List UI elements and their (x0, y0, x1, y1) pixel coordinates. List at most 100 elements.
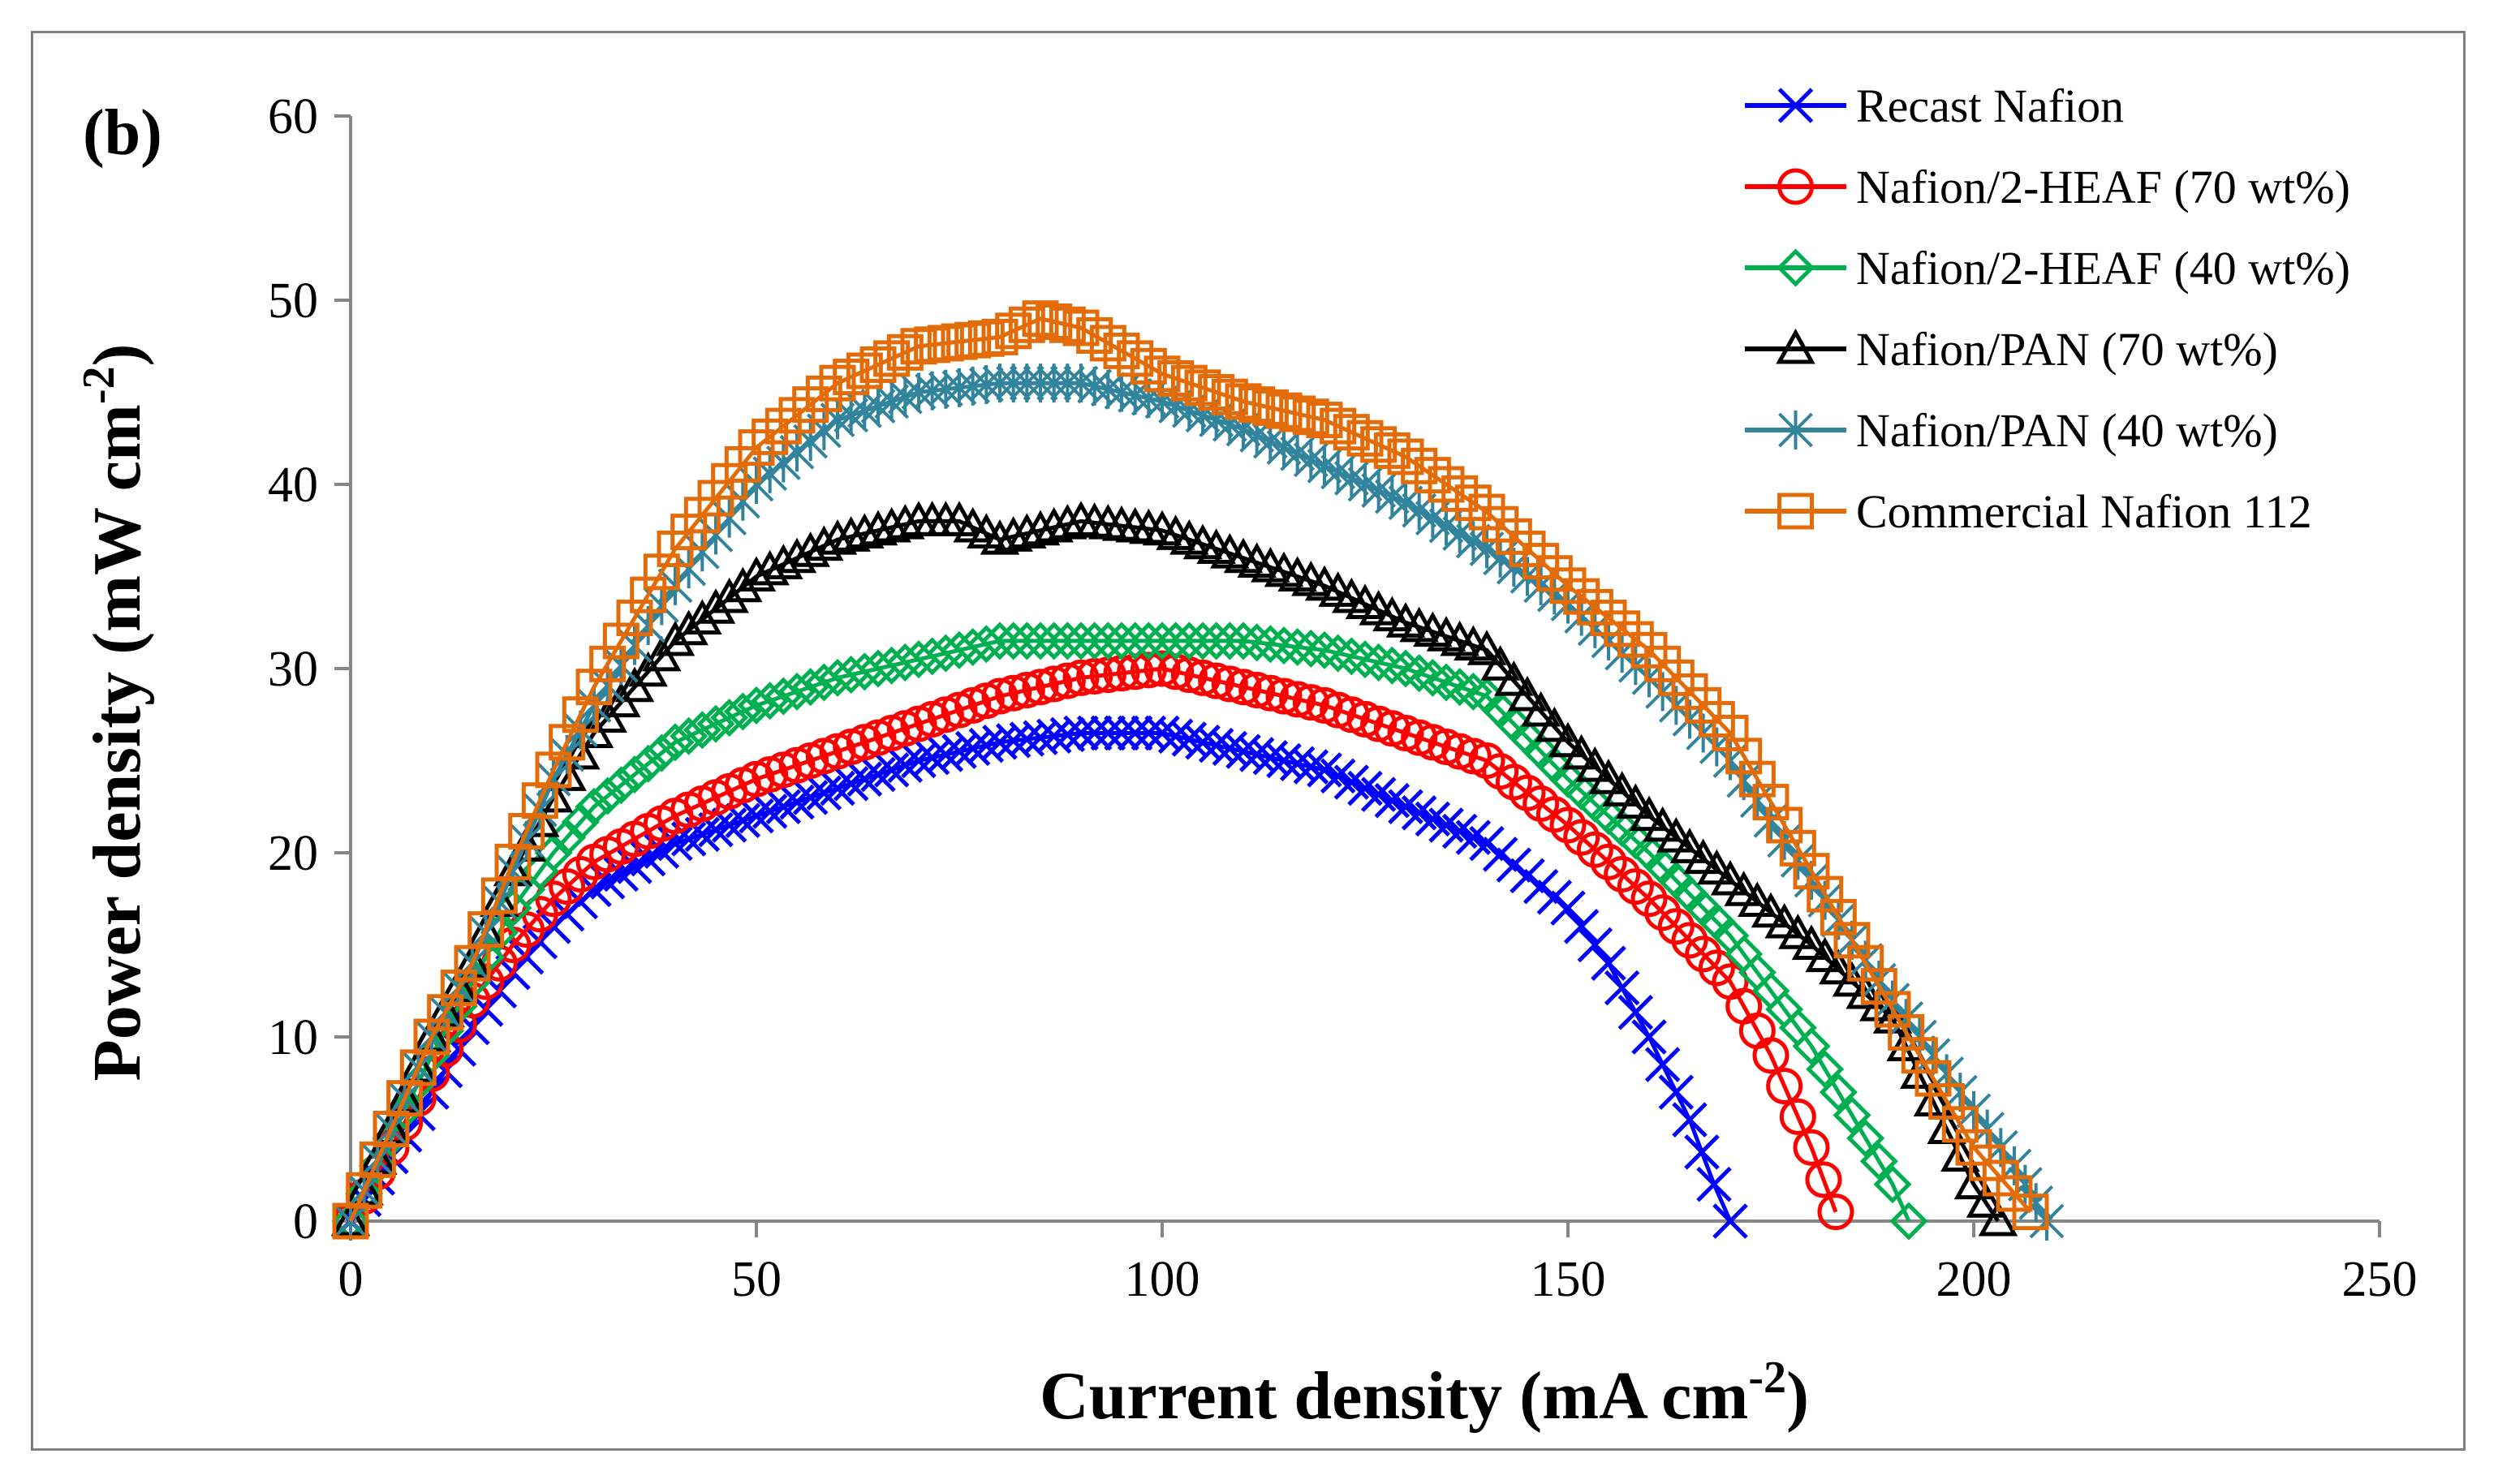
data-point (1129, 622, 1168, 660)
data-point (845, 513, 885, 549)
x-tick-label: 250 (2342, 1252, 2418, 1307)
data-point (1387, 438, 1424, 475)
data-point (1307, 446, 1342, 486)
legend-marker (1778, 411, 1813, 450)
legend-label: Nafion/PAN (40 wt%) (1856, 404, 2278, 457)
data-point (1671, 673, 1708, 710)
data-point (1305, 630, 1344, 669)
data-point (1143, 355, 1181, 393)
data-point (1712, 1203, 1748, 1239)
data-point (764, 677, 803, 716)
data-point (1617, 868, 1654, 905)
data-point (575, 787, 614, 826)
data-point (738, 429, 775, 467)
data-point (1320, 407, 1357, 445)
data-point (1264, 626, 1303, 665)
data-point (778, 397, 816, 434)
y-tick-label: 30 (268, 642, 318, 697)
data-point (1347, 465, 1383, 504)
legend-item: Recast Nafion (1745, 80, 2124, 132)
data-point (1604, 610, 1641, 647)
data-point (1833, 922, 1871, 959)
data-point (1617, 994, 1654, 1030)
data-point (1454, 484, 1492, 522)
data-point (751, 682, 790, 720)
data-point (1319, 634, 1358, 673)
data-point (860, 756, 896, 793)
chart-frame (31, 31, 2466, 1451)
data-point (1036, 303, 1073, 340)
data-point (792, 780, 829, 815)
data-point (737, 686, 776, 725)
data-point (1710, 859, 1751, 896)
data-point (1764, 902, 1804, 939)
data-point (1644, 894, 1682, 931)
data-point (887, 747, 924, 783)
data-point (1225, 383, 1262, 420)
data-point (1751, 892, 1791, 928)
data-point (1169, 622, 1208, 660)
data-point (1130, 652, 1167, 689)
data-point (1102, 622, 1141, 660)
data-point (1507, 675, 1548, 712)
data-point (1482, 505, 1519, 543)
data-point (1062, 659, 1100, 696)
data-point (1171, 721, 1208, 757)
data-point (1576, 588, 1613, 626)
data-point (1575, 746, 1615, 782)
data-point (764, 407, 802, 445)
data-point (1156, 622, 1195, 660)
data-point (723, 692, 762, 731)
data-point (1644, 1047, 1681, 1082)
data-point (1656, 816, 1696, 853)
data-point (1225, 669, 1262, 706)
data-point (1063, 715, 1099, 751)
data-point (1185, 725, 1221, 760)
data-point (535, 751, 572, 789)
legend-item: Nafion/2-HEAF (70 wt%) (1745, 161, 2350, 213)
data-point (1658, 1074, 1695, 1110)
data-point (1049, 662, 1086, 699)
data-point (1266, 742, 1302, 779)
data-point (562, 696, 599, 733)
data-point (1077, 366, 1113, 406)
data-point (1454, 672, 1492, 711)
data-point (1143, 622, 1182, 660)
data-point (1928, 1082, 1966, 1120)
data-point (562, 855, 599, 893)
data-point (873, 340, 911, 377)
data-point (1441, 668, 1479, 707)
data-point (1509, 530, 1546, 567)
data-point (1978, 1200, 2018, 1237)
data-point (981, 677, 1019, 715)
data-point (887, 377, 923, 417)
data-point (1441, 813, 1478, 850)
data-point (765, 789, 802, 825)
data-point (1629, 795, 1669, 832)
data-point (1698, 949, 1735, 987)
data-point (1616, 783, 1656, 819)
data-point (1480, 645, 1520, 681)
data-point (1198, 662, 1235, 699)
data-point (1320, 452, 1356, 492)
data-point (561, 802, 600, 841)
data-point (1238, 671, 1276, 708)
data-point (1427, 663, 1466, 702)
data-point (1805, 1161, 1842, 1198)
data-point (1725, 738, 1763, 775)
data-point (1561, 733, 1601, 770)
series-line (348, 666, 1838, 1223)
data-point (549, 868, 586, 905)
data-point (1563, 578, 1600, 615)
data-point (1697, 849, 1737, 885)
data-point (858, 510, 898, 546)
data-point (914, 739, 950, 776)
legend-item: Nafion/PAN (70 wt%) (1745, 323, 2278, 376)
data-point (1724, 871, 1764, 906)
data-point (1293, 440, 1329, 480)
data-point (1049, 306, 1086, 343)
data-point (602, 622, 640, 660)
data-point (1685, 936, 1722, 973)
data-point (2012, 1194, 2049, 1231)
legend-item: Nafion/PAN (40 wt%) (1745, 404, 2278, 457)
